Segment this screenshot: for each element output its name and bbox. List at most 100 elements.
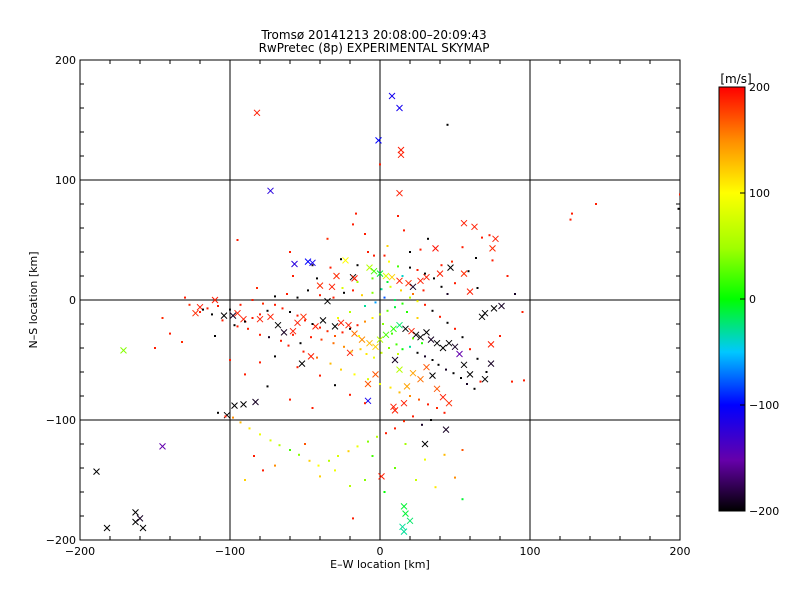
data-point-dot (371, 277, 374, 280)
data-point-dot (454, 327, 456, 330)
data-point-dot (188, 303, 191, 306)
data-point-dot (677, 207, 680, 210)
data-point-dot (292, 333, 294, 336)
colorbar-tick-label: −200 (749, 505, 779, 518)
data-point-x (364, 380, 372, 388)
data-point-dot (395, 343, 398, 346)
data-point-dot (287, 344, 290, 347)
data-point-dot (373, 356, 375, 359)
data-point-x (132, 518, 139, 526)
data-point-dot (479, 380, 482, 383)
data-point-dot (571, 212, 573, 215)
data-point-dot (416, 300, 419, 303)
data-point-dot (416, 269, 419, 271)
data-point-dot (289, 449, 291, 451)
data-point-dot (319, 374, 321, 377)
data-point-x (427, 336, 435, 343)
data-point-dot (394, 299, 396, 301)
data-point-dot (359, 348, 362, 351)
data-point-dot (488, 234, 491, 237)
data-point-dot (292, 275, 294, 277)
data-point-x (120, 347, 127, 354)
data-point-dot (445, 368, 447, 371)
data-point-dot (473, 387, 476, 390)
data-point-dot (251, 299, 254, 301)
data-point-dot (341, 331, 344, 334)
data-point-dot (424, 355, 426, 358)
data-point-dot (374, 301, 377, 304)
data-point-x (490, 305, 498, 312)
data-point-dot (476, 287, 479, 289)
data-point-dot (389, 386, 392, 389)
data-point-dot (262, 302, 264, 305)
data-point-dot (394, 306, 396, 309)
data-point-dot (296, 314, 299, 317)
data-point-dot (383, 296, 386, 299)
data-point-dot (365, 353, 368, 355)
data-point-dot (253, 455, 255, 457)
data-point-dot (232, 416, 234, 419)
data-point-dot (326, 237, 329, 240)
data-point-dot (364, 320, 366, 323)
data-point-dot (247, 327, 249, 330)
data-point-dot (404, 443, 407, 445)
y-tick-label: 200 (55, 54, 76, 67)
data-point-dot (221, 319, 224, 322)
data-point-x (240, 401, 247, 408)
data-point-x (309, 259, 316, 267)
data-point-x (460, 361, 468, 369)
data-point-x (433, 339, 441, 347)
colorbar-ticks: 200 100 0 −100 −200 (740, 81, 779, 518)
data-point-x (409, 283, 417, 291)
data-point-x (489, 245, 496, 252)
data-point-dot (259, 361, 261, 364)
data-point-x (417, 277, 424, 285)
data-point-dot (397, 265, 399, 268)
data-point-dot (439, 315, 441, 318)
data-point-x (396, 277, 403, 285)
data-point-dot (443, 453, 446, 456)
data-point-dot (353, 373, 356, 376)
data-point-dot (419, 248, 422, 251)
data-point-dot (274, 303, 276, 306)
data-point-x (376, 270, 384, 277)
data-point-dot (424, 458, 426, 461)
data-point-dot (511, 380, 513, 383)
data-point-dot (415, 479, 417, 481)
data-point-dot (380, 351, 383, 354)
data-point-dot (236, 325, 239, 328)
data-point-x (372, 343, 379, 351)
data-point-dot (289, 251, 291, 253)
data-point-dot (388, 260, 390, 263)
data-point-dot (364, 479, 366, 481)
data-point-dot (239, 303, 242, 306)
data-point-x (229, 312, 237, 319)
data-point-dot (422, 289, 425, 292)
data-point-dot (440, 264, 443, 267)
data-point-x (405, 279, 412, 287)
data-point-dot (454, 476, 456, 479)
data-point-dot (446, 123, 449, 126)
data-point-x (466, 288, 474, 295)
data-point-dot (244, 479, 246, 481)
data-point-dot (244, 320, 246, 323)
data-point-dot (569, 218, 572, 221)
data-point-dot (340, 368, 342, 371)
data-point-dot (340, 258, 342, 261)
data-point-dot (296, 296, 299, 299)
data-point-x (406, 517, 414, 525)
data-point-dot (274, 464, 276, 467)
data-point-dot (356, 264, 359, 267)
axis-ticks (79, 59, 681, 541)
data-point-dot (311, 323, 314, 325)
data-point-dot (296, 366, 299, 369)
data-point-x (460, 219, 468, 227)
data-point-dot (274, 295, 276, 298)
data-point-dot (337, 317, 339, 319)
data-point-x (423, 329, 430, 336)
data-point-x (378, 473, 385, 480)
data-point-dot (379, 163, 381, 166)
data-point-dot (433, 277, 435, 280)
data-point-x (376, 336, 384, 343)
data-point-dot (352, 223, 354, 226)
